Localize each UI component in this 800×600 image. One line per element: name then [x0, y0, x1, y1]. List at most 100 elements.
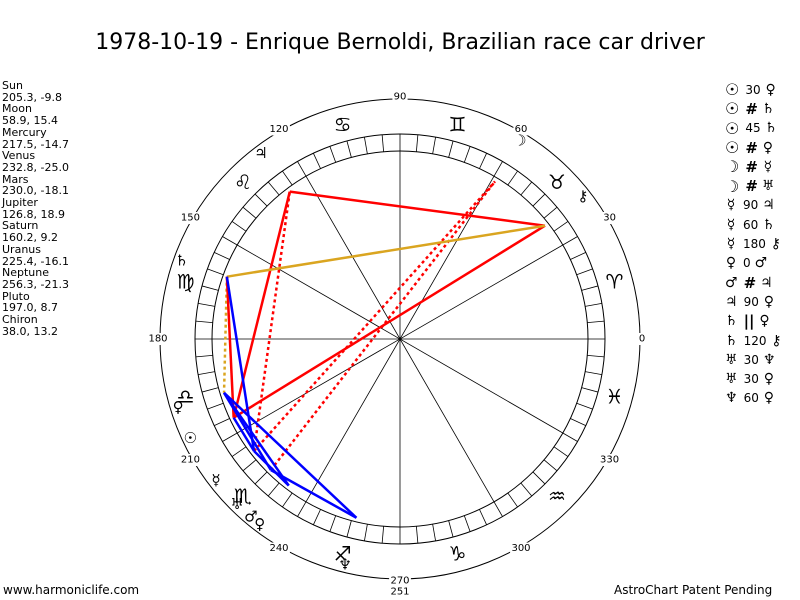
degree-label: 180 — [148, 334, 167, 345]
degree-tick — [585, 303, 602, 307]
degree-tick — [520, 482, 533, 497]
aspect-row: ♆ 60 ♀ — [725, 389, 788, 408]
aspect-planet-1: ♃ — [725, 293, 738, 310]
aspect-planet-2: ♃ — [762, 197, 775, 214]
zodiac-sign-icon: ♈ — [605, 270, 623, 294]
position-name: Mars — [2, 172, 29, 186]
aspect-planet-1: ♅ — [725, 371, 738, 388]
aspect-line — [252, 191, 292, 452]
aspect-line — [232, 416, 256, 452]
zodiac-sign-icon: ♍ — [177, 270, 195, 294]
degree-tick — [570, 252, 586, 260]
degree-label-bg — [601, 212, 618, 224]
position-value: 225.4, -16.1 — [2, 254, 69, 268]
position-name: Jupiter — [2, 196, 38, 210]
aspect-type: 30 — [743, 372, 759, 387]
aspect-type: # — [745, 138, 758, 157]
position-name: Chiron — [2, 313, 38, 327]
aspect-line — [253, 180, 496, 452]
degree-label: 0 — [639, 334, 645, 345]
aspect-type: 0 — [743, 256, 751, 271]
degree-tick — [543, 459, 558, 472]
aspect-line — [225, 276, 235, 418]
degree-label: 330 — [600, 455, 619, 466]
aspect-planet-1: ♅ — [725, 351, 738, 368]
aspect-row: ☿ 60 ♄ — [725, 215, 788, 234]
uranus-icon: ♅ — [230, 495, 243, 513]
aspect-planet-2: ♀ — [765, 81, 776, 98]
aspect-planet-2: ♀ — [762, 139, 774, 156]
aspect-planet-2: ♄ — [761, 100, 775, 117]
footer-patent-note: AstroChart Patent Pending — [614, 583, 773, 597]
degree-tick — [415, 526, 419, 544]
degree-tick — [267, 181, 280, 196]
aspect-type: # — [743, 273, 757, 292]
zodiac-sign-icon: ♌ — [234, 170, 252, 194]
aspect-line — [232, 224, 546, 419]
aspect-planet-2: ♄ — [762, 216, 775, 233]
degree-tick — [242, 206, 257, 219]
aspect-type: 60 — [743, 217, 759, 232]
position-name: Venus — [2, 149, 36, 163]
aspect-planet-1: ♆ — [725, 390, 738, 407]
aspect-type: || — [743, 312, 755, 331]
aspect-planet-1: ☿ — [726, 236, 736, 253]
aspect-planet-1: ♄ — [725, 313, 738, 330]
aspect-type: 30 — [745, 82, 761, 97]
position-value: 58.9, 15.4 — [2, 114, 58, 128]
degree-tick — [267, 482, 280, 497]
degree-label-bg — [179, 212, 202, 224]
mercury-icon: ☿ — [211, 471, 220, 489]
aspect-type: 90 — [743, 294, 759, 309]
position-name: Uranus — [2, 242, 41, 256]
aspect-type: 120 — [743, 333, 767, 348]
degree-tick — [507, 492, 518, 508]
zodiac-sign-icon: ♋ — [334, 113, 352, 137]
degree-tick — [222, 432, 238, 442]
degree-label: 240 — [269, 543, 288, 554]
position-value: 205.3, -9.8 — [2, 90, 62, 104]
position-value: 232.8, -25.0 — [2, 160, 69, 174]
zodiac-sign-icon: ♊ — [448, 113, 466, 137]
aspect-line — [269, 180, 497, 471]
degree-tick — [364, 524, 368, 541]
footer-website[interactable]: www.harmoniclife.com — [3, 583, 140, 597]
degree-tick — [463, 515, 471, 532]
degree-tick — [532, 471, 546, 485]
aspect-planet-2: ♀ — [763, 293, 774, 310]
degree-tick — [507, 170, 518, 186]
aspect-line — [289, 190, 546, 227]
degree-label-bg — [392, 91, 408, 103]
aspect-row: ☉ # ♄ — [725, 99, 788, 118]
degree-tick — [432, 524, 436, 541]
zodiac-sign-icon: ♓ — [605, 384, 623, 408]
saturn-icon: ♄ — [175, 251, 188, 269]
degree-tick — [282, 492, 293, 508]
degree-tick — [201, 387, 219, 393]
degree-label-bg — [513, 123, 529, 136]
zodiac-sign-icon: ♏ — [234, 484, 252, 508]
degree-label: 30 — [603, 213, 616, 224]
degree-tick — [346, 140, 352, 158]
zodiac-sign-icon: ♎ — [177, 384, 195, 408]
degree-label-bg — [637, 333, 647, 345]
degree-tick — [448, 520, 454, 538]
aspects-list: ☉ 30 ♀ ☉ # ♄ ☉ 45 ♄ ☉ # ♀ ☽ # ☿ ☽ # ♅ ☿ 90 ♃ ☿ 60 ♄ ☿ 180 ⚷ ♀ 0 ♂ ♂ # ♃ ♃… — [725, 80, 788, 408]
degree-tick — [553, 221, 569, 232]
aspect-row: ☽ # ☿ — [725, 157, 788, 176]
aspect-row: ♅ 30 ♀ — [725, 369, 788, 388]
degree-tick — [581, 285, 599, 291]
aspect-planet-1: ♀ — [725, 255, 737, 272]
degree-tick — [581, 387, 599, 393]
degree-tick — [520, 181, 533, 196]
aspect-line — [222, 392, 272, 471]
aspect-row: ☿ 180 ⚷ — [725, 234, 788, 253]
aspect-line — [223, 391, 358, 519]
aspect-row: ☿ 90 ♃ — [725, 196, 788, 215]
degree-tick — [381, 134, 385, 152]
degree-tick — [432, 137, 436, 154]
degree-tick — [587, 320, 605, 324]
aspect-row: ☽ # ♅ — [725, 176, 788, 196]
degree-tick — [585, 371, 602, 375]
aspect-line — [232, 191, 291, 418]
